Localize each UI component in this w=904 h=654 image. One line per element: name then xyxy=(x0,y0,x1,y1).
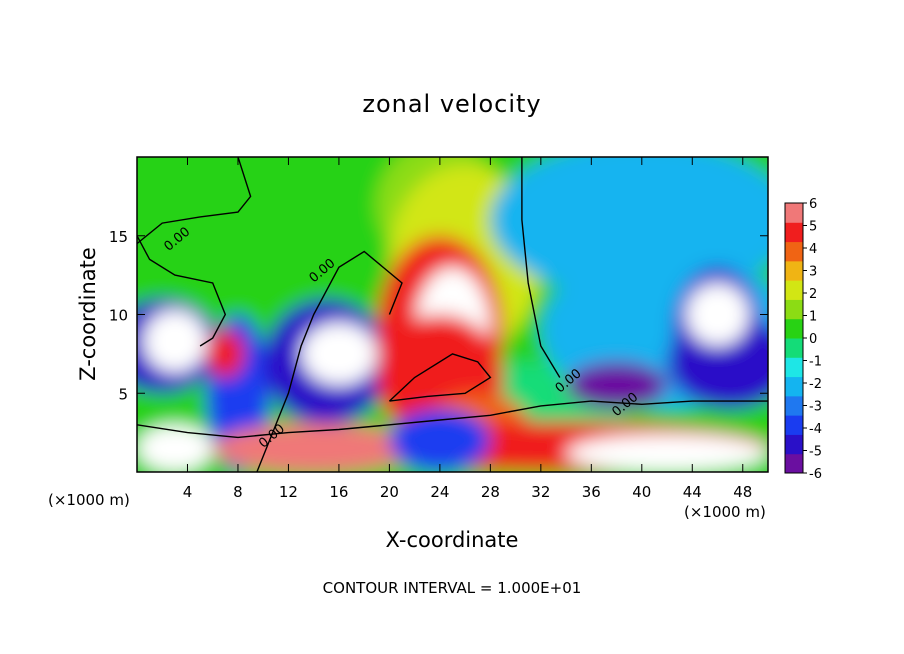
colorbar-tick-label-12: -6 xyxy=(809,467,822,482)
x-tick-label-0: 4 xyxy=(183,483,193,501)
colorbar-swatch-5 xyxy=(785,357,803,378)
x-tick-label-10: 44 xyxy=(683,483,702,501)
x-tick-label-2: 12 xyxy=(279,483,298,501)
colorbar-tick-label-9: -3 xyxy=(809,400,822,415)
colorbar-tick-label-11: -5 xyxy=(809,445,822,460)
field-region-25 xyxy=(685,283,750,346)
colorbar-tick-label-6: 0 xyxy=(809,332,817,347)
y-tick-label-1: 10 xyxy=(109,307,128,325)
colorbar-swatch-2 xyxy=(785,415,803,435)
colorbar-tick-label-1: 5 xyxy=(809,220,817,235)
x-tick-label-1: 8 xyxy=(233,483,243,501)
x-tick-label-11: 48 xyxy=(733,483,752,501)
colorbar-swatch-1 xyxy=(785,434,803,455)
colorbar-tick-label-0: 6 xyxy=(809,197,817,212)
colorbar-tick-label-4: 2 xyxy=(809,287,817,302)
x-tick-label-6: 28 xyxy=(481,483,500,501)
colorbar-tick-label-10: -4 xyxy=(809,422,822,437)
x-unit-left: (×1000 m) xyxy=(48,491,130,509)
field-region-21 xyxy=(389,409,491,472)
contour-line-3 xyxy=(256,250,403,472)
x-tick-label-4: 20 xyxy=(380,483,399,501)
colorbar: 6 5 4 3 2 1 0 -1 -2 -3 -4 -5 -6 xyxy=(784,197,822,482)
colorbar-swatch-9 xyxy=(785,280,803,300)
field-region-24 xyxy=(301,322,377,386)
contour-line-2 xyxy=(521,157,561,378)
colorbar-tick-label-2: 4 xyxy=(809,242,817,257)
y-tick-label-0: 5 xyxy=(118,385,128,403)
x-tick-label-7: 32 xyxy=(531,483,550,501)
field-region-20 xyxy=(137,424,213,472)
chart-title: zonal velocity xyxy=(362,90,541,118)
colorbar-tick-label-7: -1 xyxy=(809,355,822,370)
x-tick-label-3: 16 xyxy=(329,483,348,501)
colorbar-swatch-6 xyxy=(785,338,803,358)
colorbar-swatch-10 xyxy=(785,260,803,281)
colorbar-swatch-0 xyxy=(785,453,803,474)
x-tick-label-8: 36 xyxy=(582,483,601,501)
y-tick-label-2: 15 xyxy=(109,228,128,246)
colorbar-tick-label-3: 3 xyxy=(809,265,817,280)
field-region-18 xyxy=(206,330,245,378)
field-region-22 xyxy=(566,361,668,409)
contour-line-5 xyxy=(388,353,492,402)
contour-line-0 xyxy=(137,157,252,245)
colorbar-tick-label-8: -2 xyxy=(809,377,822,392)
x-tick-label-5: 24 xyxy=(430,483,449,501)
field-region-23 xyxy=(143,309,207,373)
colorbar-tick-label-5: 1 xyxy=(809,310,817,325)
colorbar-swatch-13 xyxy=(785,203,803,223)
field-region-17 xyxy=(566,434,768,472)
colorbar-swatch-8 xyxy=(785,299,803,320)
colorbar-swatch-11 xyxy=(785,241,803,262)
colorbar-swatch-12 xyxy=(785,222,803,243)
colorbar-swatch-3 xyxy=(785,395,803,416)
contour-line-4 xyxy=(137,400,768,439)
velocity-field xyxy=(137,157,768,472)
colorbar-swatch-7 xyxy=(785,318,803,339)
plot-area: 0.000.000.000.000.00 xyxy=(137,157,768,472)
x-unit-right: (×1000 m) xyxy=(684,503,766,521)
y-axis-ticks: 5 10 15 xyxy=(109,228,768,403)
x-axis-label: X-coordinate xyxy=(386,528,519,552)
colorbar-swatch-4 xyxy=(785,376,803,397)
contour-interval-note: CONTOUR INTERVAL = 1.000E+01 xyxy=(323,579,582,597)
y-axis-label: Z-coordinate xyxy=(76,247,100,381)
contour-line-1 xyxy=(137,235,227,347)
x-axis-ticks: 4 8 12 16 20 24 28 32 36 40 44 48 xyxy=(183,157,752,501)
x-tick-label-9: 40 xyxy=(632,483,651,501)
